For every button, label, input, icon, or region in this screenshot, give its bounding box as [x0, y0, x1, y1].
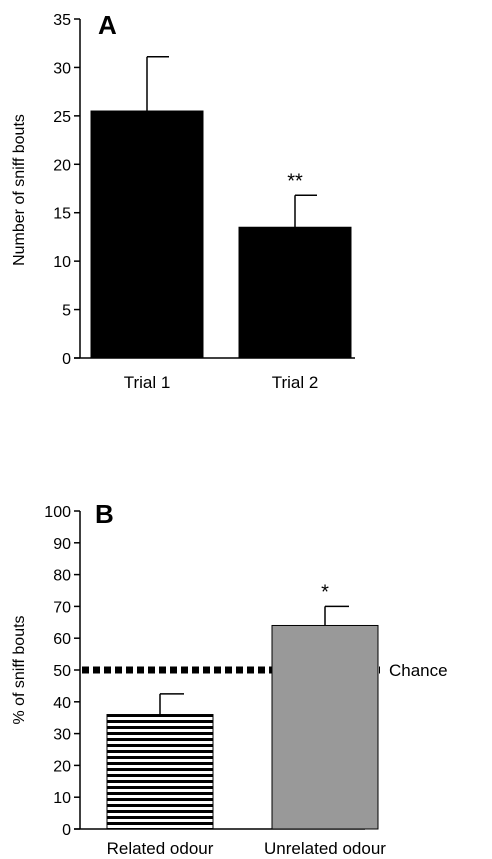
- bar: [238, 226, 352, 359]
- significance-marker: **: [287, 170, 303, 192]
- y-tick-label: 10: [53, 790, 71, 807]
- panel-label: B: [95, 499, 114, 529]
- y-tick-label: 60: [53, 631, 71, 648]
- y-tick-label: 70: [53, 599, 71, 616]
- bar: [106, 714, 214, 830]
- y-tick-label: 40: [53, 695, 71, 712]
- y-tick-label: 30: [53, 60, 71, 77]
- y-tick-label: 20: [53, 157, 71, 174]
- y-tick-label: 0: [62, 351, 71, 368]
- category-label: Related odour: [107, 839, 214, 858]
- panel-a-chart: A 0 5 10 15 20 25 30 35 Number of sniff bouts Tria…: [11, 10, 355, 392]
- category-label: Trial 2: [272, 373, 319, 392]
- significance-marker: *: [321, 581, 329, 603]
- y-tick-label: 10: [53, 254, 71, 271]
- chance-label: Chance: [389, 661, 448, 680]
- category-label: Unrelated odour: [264, 839, 386, 858]
- y-tick-label: 20: [53, 758, 71, 775]
- category-label: Trial 1: [124, 373, 171, 392]
- bar: [90, 110, 204, 359]
- panel-b-chart: B 0 10 20 30 40 50 60 70 80 90 100 % of sniff bouts C…: [11, 499, 448, 858]
- y-tick-label: 0: [62, 822, 71, 839]
- y-tick-label: 80: [53, 568, 71, 585]
- panel-label: A: [98, 10, 117, 40]
- y-tick-label: 90: [53, 536, 71, 553]
- y-tick-label: 30: [53, 727, 71, 744]
- y-axis-label: Number of sniff bouts: [11, 114, 28, 266]
- bar: [271, 624, 379, 830]
- y-tick-label: 50: [53, 663, 71, 680]
- y-tick-label: 25: [53, 109, 71, 126]
- y-tick-label: 15: [53, 206, 71, 223]
- y-tick-label: 5: [62, 303, 71, 320]
- y-tick-label: 100: [44, 504, 71, 521]
- y-tick-label: 35: [53, 12, 71, 29]
- y-axis-label: % of sniff bouts: [11, 615, 28, 724]
